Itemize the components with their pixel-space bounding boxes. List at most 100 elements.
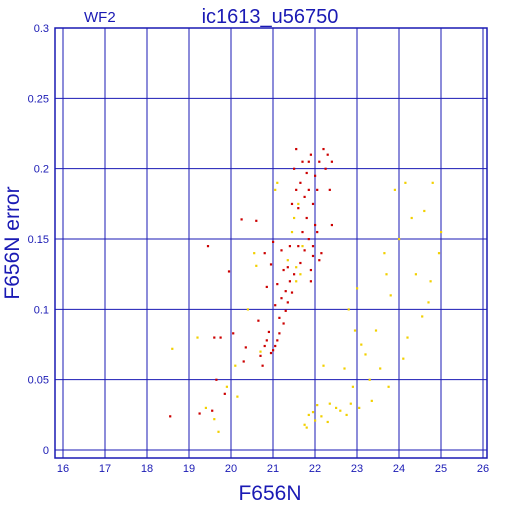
yellow-data-point bbox=[351, 385, 354, 388]
red-data-point bbox=[314, 223, 317, 227]
red-data-point bbox=[240, 218, 243, 221]
red-data-point bbox=[267, 330, 270, 334]
yellow-data-point bbox=[349, 402, 352, 405]
yellow-data-point bbox=[437, 252, 441, 255]
yellow-data-point bbox=[225, 385, 228, 388]
yellow-data-point bbox=[234, 364, 237, 367]
yellow-data-point bbox=[406, 336, 409, 339]
red-data-point bbox=[286, 301, 289, 304]
red-data-point bbox=[324, 167, 327, 170]
red-data-point bbox=[330, 223, 333, 227]
red-data-point bbox=[223, 392, 226, 395]
red-data-point bbox=[269, 351, 273, 355]
yellow-data-point bbox=[410, 216, 413, 220]
red-data-point bbox=[309, 153, 312, 156]
red-data-point bbox=[297, 245, 300, 248]
red-data-point bbox=[309, 280, 312, 283]
yellow-data-point bbox=[387, 385, 390, 388]
yellow-data-point bbox=[347, 308, 350, 311]
yellow-data-point bbox=[316, 403, 319, 407]
red-data-point bbox=[303, 249, 306, 252]
yellow-data-point bbox=[326, 420, 329, 424]
red-data-point bbox=[265, 339, 268, 342]
red-data-point bbox=[322, 147, 325, 151]
yellow-data-point bbox=[345, 413, 348, 417]
red-data-point bbox=[311, 202, 315, 206]
red-data-point bbox=[263, 252, 266, 255]
yellow-data-point bbox=[379, 367, 382, 370]
yellow-data-point bbox=[358, 406, 361, 409]
red-data-point bbox=[290, 202, 294, 206]
yellow-data-point bbox=[398, 238, 401, 241]
yellow-data-point bbox=[427, 301, 430, 304]
red-data-point bbox=[255, 219, 258, 222]
yellow-data-point bbox=[236, 395, 239, 398]
yellow-data-point bbox=[290, 230, 294, 234]
yellow-data-point bbox=[368, 378, 371, 381]
red-data-point bbox=[280, 249, 283, 252]
yellow-data-point bbox=[393, 188, 396, 191]
yellow-data-point bbox=[303, 423, 306, 426]
yellow-data-point bbox=[311, 411, 315, 414]
yellow-data-point bbox=[414, 273, 417, 276]
grid-lines bbox=[55, 27, 487, 458]
red-data-point bbox=[261, 364, 264, 367]
red-series-points bbox=[169, 147, 333, 418]
yellow-data-point bbox=[297, 202, 300, 206]
red-data-point bbox=[307, 238, 310, 241]
red-data-point bbox=[299, 181, 302, 184]
x-tick-label: 22 bbox=[309, 463, 321, 475]
yellow-data-point bbox=[389, 294, 392, 297]
plot-frame bbox=[54, 27, 488, 459]
y-tick-label: 0.1 bbox=[34, 304, 49, 316]
red-data-point bbox=[211, 409, 214, 412]
red-data-point bbox=[272, 240, 275, 244]
red-data-point bbox=[276, 339, 279, 342]
yellow-data-point bbox=[253, 252, 256, 255]
red-data-point bbox=[311, 245, 315, 248]
yellow-data-point bbox=[246, 308, 249, 311]
red-data-point bbox=[257, 319, 260, 322]
x-tick-label: 23 bbox=[351, 463, 363, 475]
red-data-point bbox=[328, 188, 331, 191]
red-data-point bbox=[232, 332, 235, 335]
red-data-point bbox=[244, 346, 247, 349]
yellow-data-point bbox=[196, 336, 199, 339]
y-tick-label: 0.3 bbox=[34, 23, 49, 35]
red-data-point bbox=[282, 268, 285, 272]
red-data-point bbox=[284, 309, 287, 312]
red-data-point bbox=[269, 263, 273, 266]
red-data-point bbox=[288, 280, 291, 283]
red-data-point bbox=[318, 160, 321, 163]
red-data-point bbox=[278, 316, 281, 319]
yellow-data-point bbox=[259, 350, 262, 353]
yellow-data-point bbox=[286, 259, 289, 262]
yellow-data-point bbox=[402, 357, 405, 360]
x-tick-label: 16 bbox=[57, 463, 69, 475]
chart-title: ic1613_u56750 bbox=[202, 6, 339, 28]
yellow-data-point bbox=[301, 245, 304, 248]
red-data-point bbox=[219, 336, 222, 339]
yellow-data-point bbox=[335, 406, 338, 409]
yellow-data-point bbox=[423, 209, 426, 213]
yellow-data-point bbox=[383, 252, 386, 255]
red-data-point bbox=[318, 259, 321, 262]
red-data-point bbox=[316, 188, 319, 191]
x-axis-label: F656N bbox=[238, 482, 301, 505]
red-data-point bbox=[227, 270, 231, 273]
yellow-data-point bbox=[171, 347, 174, 350]
yellow-data-point bbox=[440, 230, 443, 234]
red-data-point bbox=[326, 153, 329, 156]
red-data-point bbox=[301, 230, 304, 234]
red-data-point bbox=[169, 415, 172, 418]
red-data-point bbox=[320, 252, 323, 255]
red-data-point bbox=[263, 344, 266, 348]
yellow-data-point bbox=[293, 216, 296, 220]
red-data-point bbox=[284, 290, 287, 293]
yellow-data-point bbox=[305, 426, 308, 429]
red-data-point bbox=[295, 147, 298, 151]
red-data-point bbox=[213, 336, 216, 339]
yellow-data-point bbox=[299, 273, 302, 276]
yellow-data-point bbox=[295, 266, 298, 269]
